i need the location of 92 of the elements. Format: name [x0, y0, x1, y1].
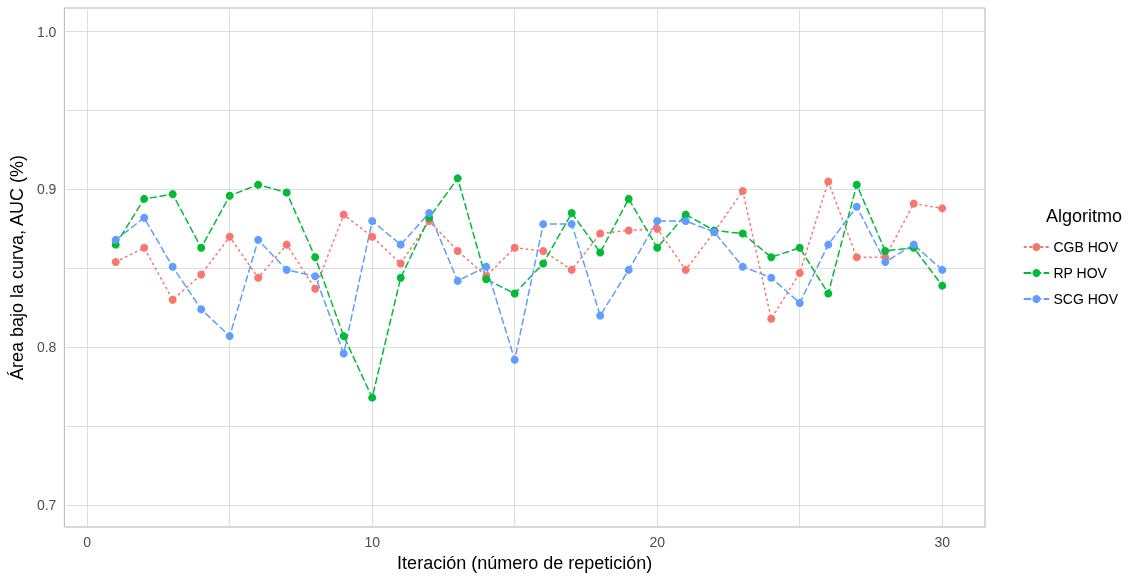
point	[168, 190, 177, 199]
point	[567, 209, 576, 218]
point	[596, 248, 605, 257]
point	[881, 246, 890, 255]
point	[909, 199, 918, 208]
point	[282, 188, 291, 197]
point	[738, 229, 747, 238]
y-tick-label: 0.8	[36, 339, 57, 356]
point	[339, 349, 348, 358]
point	[653, 224, 662, 233]
point	[311, 284, 320, 293]
point	[396, 240, 405, 249]
point	[738, 262, 747, 271]
point	[738, 186, 747, 195]
point	[938, 265, 947, 274]
point	[795, 299, 804, 307]
y-tick-label: 0.9	[36, 181, 57, 198]
point	[510, 243, 519, 252]
point	[368, 216, 377, 225]
point	[596, 311, 605, 320]
point	[510, 355, 519, 364]
y-tick-label: 0.7	[36, 496, 57, 513]
point	[767, 253, 776, 262]
point	[624, 226, 633, 235]
point	[795, 269, 804, 278]
point	[168, 262, 177, 271]
x-tick-label: 30	[934, 534, 951, 550]
legend-title: Algoritmo	[1045, 206, 1123, 226]
point	[425, 209, 434, 218]
point	[852, 202, 861, 211]
point	[140, 243, 149, 252]
point	[111, 235, 120, 244]
point	[539, 246, 548, 255]
point	[311, 253, 320, 262]
point	[225, 232, 234, 241]
point	[567, 265, 576, 274]
point	[852, 253, 861, 262]
x-tick-label: 10	[364, 534, 381, 550]
point	[368, 393, 377, 402]
point	[197, 243, 206, 252]
point	[197, 270, 206, 279]
point	[282, 240, 291, 249]
point	[197, 305, 206, 314]
point	[938, 204, 947, 213]
point	[453, 246, 462, 255]
point	[681, 216, 690, 225]
y-tick-label: 1.0	[36, 23, 57, 40]
point	[311, 272, 320, 281]
point	[653, 243, 662, 252]
point	[396, 273, 405, 282]
legend-label: CGB HOV	[1053, 239, 1119, 255]
point	[339, 210, 348, 219]
point	[282, 265, 291, 274]
point	[852, 180, 861, 189]
point	[140, 194, 149, 203]
y-axis-title: Área bajo la curva, AUC (%)	[7, 154, 27, 381]
legend-label: SCG HOV	[1053, 291, 1119, 307]
point	[453, 276, 462, 285]
point	[368, 232, 377, 241]
point	[225, 191, 234, 200]
point	[539, 220, 548, 229]
x-tick-label: 0	[83, 534, 92, 550]
point	[767, 273, 776, 282]
x-axis-title: Iteración (número de repetición)	[397, 552, 653, 573]
point	[881, 257, 890, 266]
point	[453, 174, 462, 183]
x-tick-label: 20	[649, 534, 666, 550]
point	[254, 235, 263, 244]
point	[624, 194, 633, 203]
point	[653, 216, 662, 225]
point	[254, 273, 263, 282]
point	[339, 332, 348, 341]
point	[824, 289, 833, 298]
point	[824, 177, 833, 186]
point	[140, 213, 149, 222]
point	[596, 229, 605, 238]
point	[168, 295, 177, 304]
point	[225, 332, 234, 341]
point	[681, 265, 690, 274]
point	[482, 262, 491, 271]
point	[111, 257, 120, 266]
point	[254, 180, 263, 189]
point	[510, 289, 519, 298]
point	[938, 281, 947, 290]
point	[624, 265, 633, 274]
point	[767, 314, 776, 323]
legend-label: RP HOV	[1053, 265, 1108, 281]
point	[539, 259, 548, 268]
point	[824, 240, 833, 249]
point	[396, 259, 405, 268]
point	[567, 220, 576, 229]
point	[795, 243, 804, 252]
